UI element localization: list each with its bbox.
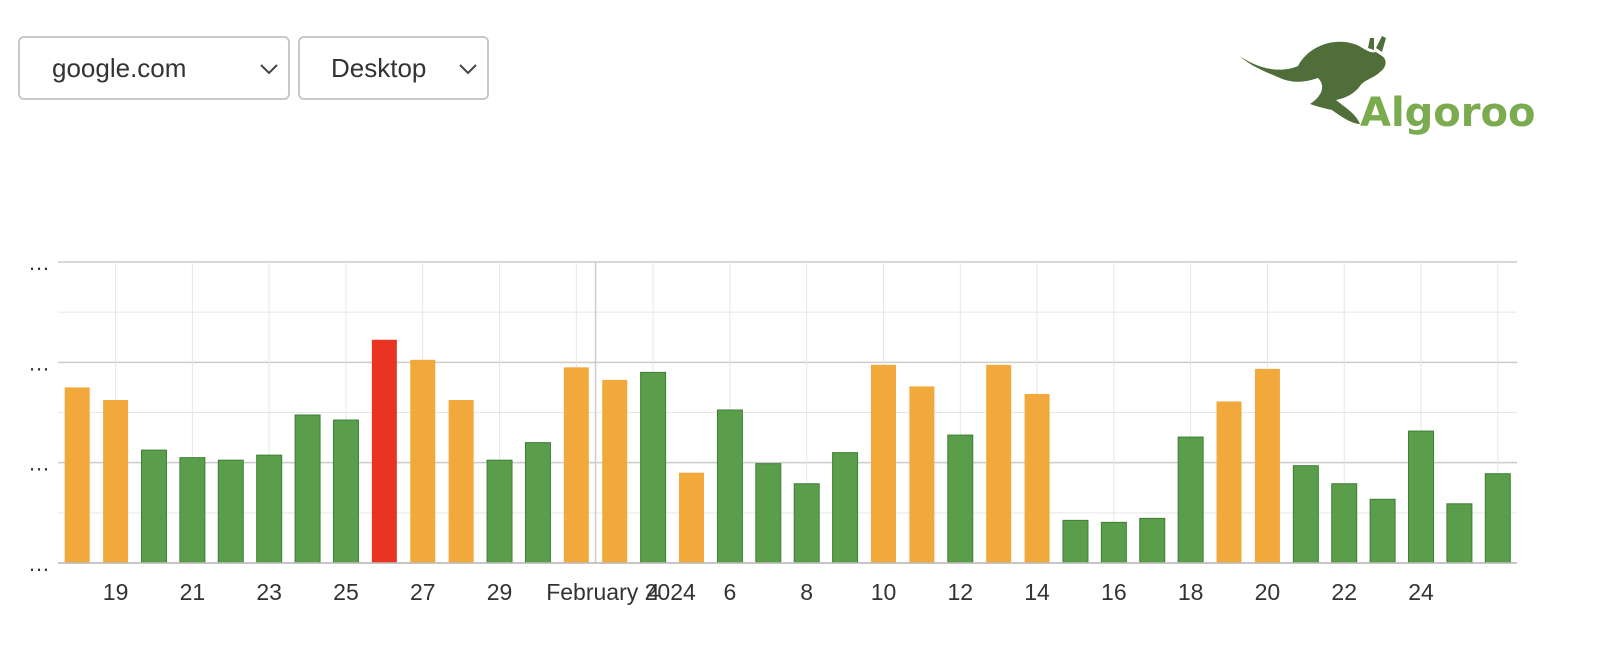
bar-jan-20	[140, 449, 167, 564]
bar-feb-6	[793, 483, 820, 564]
bar-feb-24	[1484, 473, 1511, 564]
x-tick-label: 10	[871, 579, 897, 605]
y-tick-label: …	[28, 350, 50, 375]
x-tick-label: 23	[256, 579, 282, 605]
x-tick-label: 18	[1178, 579, 1204, 605]
device-select[interactable]: Desktop	[298, 36, 489, 100]
y-tick-label: …	[28, 250, 50, 275]
x-tick-label: 8	[800, 579, 813, 605]
bar-jan-29	[486, 459, 513, 564]
bar-jan-21	[179, 457, 206, 564]
chevron-down-icon	[459, 64, 477, 75]
bar-feb-19	[1292, 465, 1319, 564]
bar-jan-26	[371, 339, 397, 563]
x-tick-label: 22	[1331, 579, 1357, 605]
y-tick-label: …	[28, 451, 50, 476]
bar-jan-22	[217, 459, 244, 564]
domain-select-value: google.com	[52, 52, 187, 83]
bar-feb-11	[986, 364, 1012, 563]
x-tick-label: 20	[1255, 579, 1281, 605]
bar-feb-4	[716, 409, 743, 564]
bar-feb-21	[1369, 498, 1396, 564]
x-tick-label: 27	[410, 579, 436, 605]
bar-jan-18	[64, 387, 90, 563]
kangaroo-icon	[1240, 36, 1386, 124]
bar-feb-17	[1216, 401, 1242, 563]
bar-feb-2	[640, 371, 667, 564]
x-tick-label: 6	[724, 579, 737, 605]
bar-feb-12	[1024, 393, 1050, 563]
device-select-value: Desktop	[331, 52, 427, 83]
bar-feb-3	[679, 472, 705, 563]
bar-jan-31	[563, 367, 589, 563]
x-tick-label: 14	[1024, 579, 1050, 605]
bar-feb-10	[947, 434, 974, 564]
bar-feb-16	[1177, 436, 1204, 564]
x-tick-label: 16	[1101, 579, 1127, 605]
bar-feb-9	[909, 386, 935, 563]
x-tick-label: February 2024	[546, 579, 696, 605]
chevron-down-icon	[260, 64, 278, 75]
bar-jan-23	[256, 454, 283, 564]
brand-name: Algoroo	[1360, 90, 1535, 136]
bar-feb-13	[1062, 519, 1089, 564]
x-tick-label: 19	[103, 579, 129, 605]
domain-select[interactable]: google.com	[18, 36, 290, 100]
bar-jan-25	[332, 419, 359, 564]
algoroo-logo[interactable]: Algoroo	[1236, 34, 1554, 144]
bar-feb-7	[832, 452, 859, 564]
bar-jan-28	[448, 399, 474, 563]
bar-jan-30	[524, 442, 551, 564]
bar-jan-24	[294, 414, 321, 564]
bar-jan-27	[410, 359, 436, 563]
bar-feb-14	[1100, 521, 1127, 564]
bar-feb-1	[602, 379, 628, 563]
x-tick-label: 4	[647, 579, 660, 605]
bar-feb-22	[1408, 430, 1435, 564]
x-tick-label: 12	[947, 579, 973, 605]
y-tick-label: …	[28, 551, 50, 576]
bar-jan-19	[103, 399, 129, 563]
bar-feb-20	[1331, 483, 1358, 564]
x-tick-label: 25	[333, 579, 359, 605]
x-tick-label: 29	[487, 579, 513, 605]
bar-feb-5	[755, 463, 782, 564]
bar-feb-18	[1254, 368, 1280, 563]
x-tick-label: 24	[1408, 579, 1434, 605]
bar-feb-8	[870, 364, 896, 563]
bar-feb-15	[1139, 517, 1166, 564]
bar-feb-23	[1446, 503, 1473, 564]
x-tick-label: 21	[180, 579, 206, 605]
